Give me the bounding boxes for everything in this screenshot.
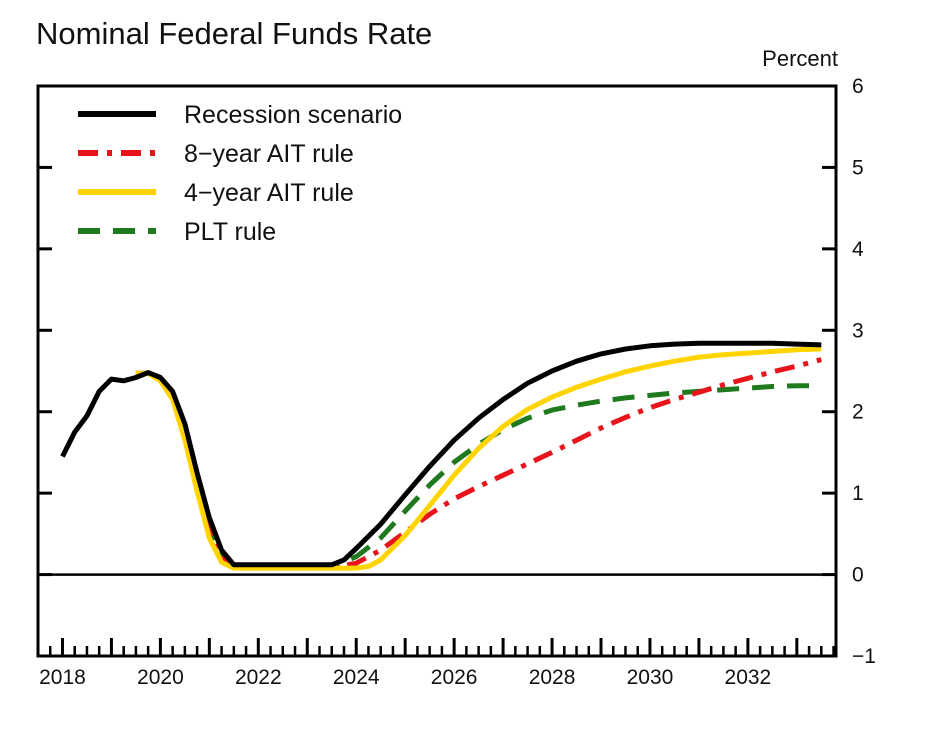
x-tick-label: 2020 bbox=[137, 666, 184, 689]
series-line-0 bbox=[60, 340, 822, 568]
y-tick-label: 5 bbox=[852, 156, 864, 179]
y-axis-unit-label: Percent bbox=[762, 46, 838, 71]
y-tick-label: −1 bbox=[852, 645, 876, 668]
series-line-2 bbox=[135, 346, 822, 571]
y-tick-label: 1 bbox=[852, 482, 864, 505]
x-tick-label: 2022 bbox=[235, 666, 282, 689]
series-layer bbox=[60, 340, 822, 571]
x-tick-label: 2018 bbox=[39, 666, 86, 689]
x-tick-label: 2032 bbox=[725, 666, 772, 689]
plot-frame bbox=[36, 84, 838, 658]
x-tick-label: 2030 bbox=[627, 666, 674, 689]
y-tick-label: 3 bbox=[852, 319, 864, 342]
legend-label-0: Recession scenario bbox=[184, 101, 402, 129]
y-tick-label: 4 bbox=[852, 238, 864, 261]
legend-label-2: 4−year AIT rule bbox=[184, 179, 354, 207]
chart-title: Nominal Federal Funds Rate bbox=[36, 16, 432, 51]
y-tick-label: 0 bbox=[852, 564, 864, 587]
legend-label-3: PLT rule bbox=[184, 218, 276, 246]
legend-label-1: 8−year AIT rule bbox=[184, 140, 354, 168]
y-tick-label: 6 bbox=[852, 75, 864, 98]
x-tick-label: 2028 bbox=[529, 666, 576, 689]
legend: Recession scenario 8−year AIT rule 4−year … bbox=[78, 101, 402, 246]
x-tick-label: 2024 bbox=[333, 666, 380, 689]
y-ticks: −1 0 1 2 3 4 5 6 bbox=[38, 75, 876, 668]
x-tick-label: 2026 bbox=[431, 666, 478, 689]
series-line-3 bbox=[135, 370, 822, 569]
y-tick-label: 2 bbox=[852, 401, 864, 424]
x-ticks: 2018 2020 2022 2024 2026 2028 2030 2032 bbox=[36, 638, 835, 689]
